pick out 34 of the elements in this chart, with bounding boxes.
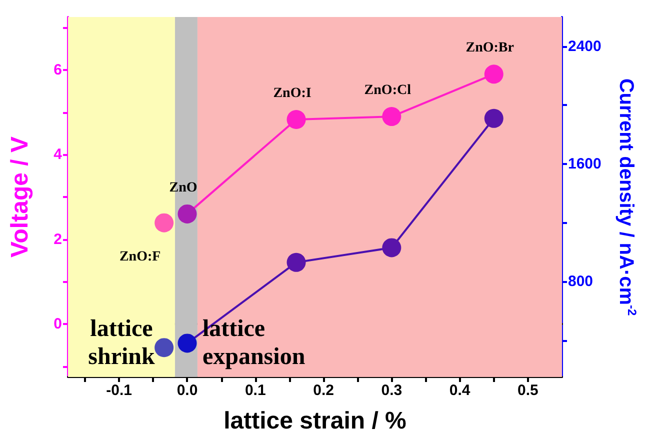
y2-axis-title: Current density / nA·cm-2 [615,78,639,316]
x-tick-label: 0.4 [449,382,471,399]
x-tick-label: 0.3 [381,382,402,399]
point [286,110,306,129]
point [382,238,402,258]
y-tick-label: 4 [54,146,63,164]
x-axis-title: lattice strain / % [224,408,406,434]
point [286,252,306,272]
band-label: lattice expansion [202,316,306,370]
point [382,107,402,126]
y2-tick-label: 800 [568,272,594,290]
annotation: ZnO [169,180,198,196]
annotation: ZnO:I [273,86,312,101]
annotation: ZnO:Cl [364,83,412,98]
x-tick-label: 0.2 [313,382,334,399]
y-tick-label: 2 [54,230,62,248]
y-tick-label: 6 [54,61,62,78]
x-tick-label: -0.1 [106,382,132,399]
point [154,213,174,232]
point [154,338,174,358]
x-tick-label: 0.0 [176,382,198,399]
y-axis-title: Voltage / V [6,136,34,258]
x-tick-label: 0.1 [244,382,266,399]
y2-tick-label: 2400 [568,38,602,55]
annotation: ZnO:F [119,249,161,264]
annotation: ZnO:Br [466,40,514,56]
y2-tick-label: 1600 [568,155,602,172]
y-tick-label: 0 [54,316,62,333]
x-tick-label: 0.5 [518,382,538,399]
point [484,64,504,84]
point [484,108,504,128]
band-label: lattice shrink [88,316,156,370]
point [178,204,197,224]
point [178,334,197,353]
